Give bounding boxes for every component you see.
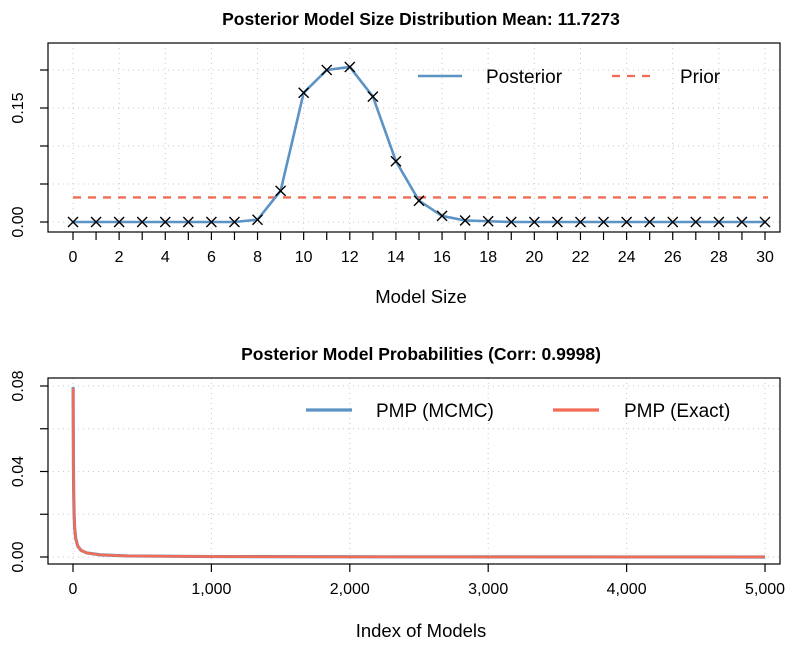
posterior-point-marker [713, 216, 725, 228]
posterior-point-marker [574, 216, 586, 228]
posterior-point-marker [159, 216, 171, 228]
posterior-point-marker [459, 214, 471, 226]
chart2-x-tick-label: 2,000 [330, 581, 370, 598]
chart2-x-tick-label: 0 [69, 581, 78, 598]
posterior-point-marker [482, 215, 494, 227]
chart1-x-tick-label: 0 [69, 249, 78, 266]
posterior-point-marker [275, 185, 287, 197]
chart2-x-tick-label: 1,000 [191, 581, 231, 598]
posterior-point-marker [228, 216, 240, 228]
chart1-x-tick-label: 22 [572, 249, 590, 266]
posterior-point-marker [621, 216, 633, 228]
chart1-x-tick-label: 30 [756, 249, 774, 266]
posterior-point-marker [344, 61, 356, 73]
pmp-exact-series-line [71, 388, 766, 559]
posterior-point-marker [367, 91, 379, 103]
posterior-point-marker [182, 216, 194, 228]
chart1-x-tick-label: 10 [295, 249, 313, 266]
legend-exact-label: PMP (Exact) [624, 401, 730, 422]
posterior-point-marker [598, 216, 610, 228]
chart1-x-tick-label: 6 [207, 249, 216, 266]
chart2-y-tick-label: 0.08 [10, 370, 27, 401]
posterior-point-marker [551, 216, 563, 228]
legend-mcmc-label: PMP (MCMC) [376, 401, 494, 422]
posterior-series-line [73, 65, 765, 224]
chart1-x-tick-label: 18 [479, 249, 497, 266]
legend-prior-label: Prior [680, 67, 721, 88]
chart1-xlabel: Model Size [375, 286, 467, 307]
chart1-plot-box [47, 42, 781, 233]
chart1-x-tick-label: 24 [618, 249, 636, 266]
chart1-x-tick-label: 2 [115, 249, 124, 266]
chart1-x-tick-label: 12 [341, 249, 359, 266]
posterior-point-marker [113, 216, 125, 228]
chart1-x-tick-label: 14 [387, 249, 405, 266]
chart2-title: Posterior Model Probabilities (Corr: 0.9… [241, 344, 601, 364]
posterior-point-marker [205, 216, 217, 228]
posterior-point-marker [321, 64, 333, 76]
chart2-x-tick-label: 4,000 [607, 581, 647, 598]
posterior-point-marker [736, 216, 748, 228]
posterior-point-marker [505, 216, 517, 228]
posterior-point-marker [413, 195, 425, 207]
chart1-y-tick-label: 0.15 [10, 92, 27, 123]
posterior-point-marker [90, 216, 102, 228]
posterior-point-marker [690, 216, 702, 228]
posterior-point-marker [67, 216, 79, 228]
chart1-title: Posterior Model Size Distribution Mean: … [222, 9, 620, 29]
chart2-y-tick-label: 0.00 [10, 541, 27, 572]
posterior-point-marker [390, 155, 402, 167]
posterior-point-marker [298, 87, 310, 99]
posterior-point-marker [436, 210, 448, 222]
posterior-point-marker [252, 214, 264, 226]
posterior-point-marker [644, 216, 656, 228]
chart2-x-tick-label: 3,000 [468, 581, 508, 598]
chart1-x-tick-label: 20 [525, 249, 543, 266]
chart1-x-tick-label: 28 [710, 249, 728, 266]
chart1-x-tick-label: 16 [433, 249, 451, 266]
model-probabilities-plot: Posterior Model Probabilities (Corr: 0.9… [10, 344, 785, 641]
chart2-y-tick-label: 0.04 [10, 456, 27, 487]
chart1-x-tick-label: 4 [161, 249, 170, 266]
posterior-point-marker [759, 216, 771, 228]
chart2-xlabel: Index of Models [356, 620, 487, 641]
legend-posterior-label: Posterior [486, 67, 563, 88]
chart1-x-tick-label: 8 [253, 249, 262, 266]
posterior-point-marker [136, 216, 148, 228]
chart1-x-tick-label: 26 [664, 249, 682, 266]
model-size-plot: Posterior Model Size Distribution Mean: … [10, 9, 781, 307]
posterior-point-marker [667, 216, 679, 228]
chart1-y-tick-label: 0.00 [10, 206, 27, 237]
posterior-point-marker [528, 216, 540, 228]
chart2-x-tick-label: 5,000 [745, 581, 785, 598]
